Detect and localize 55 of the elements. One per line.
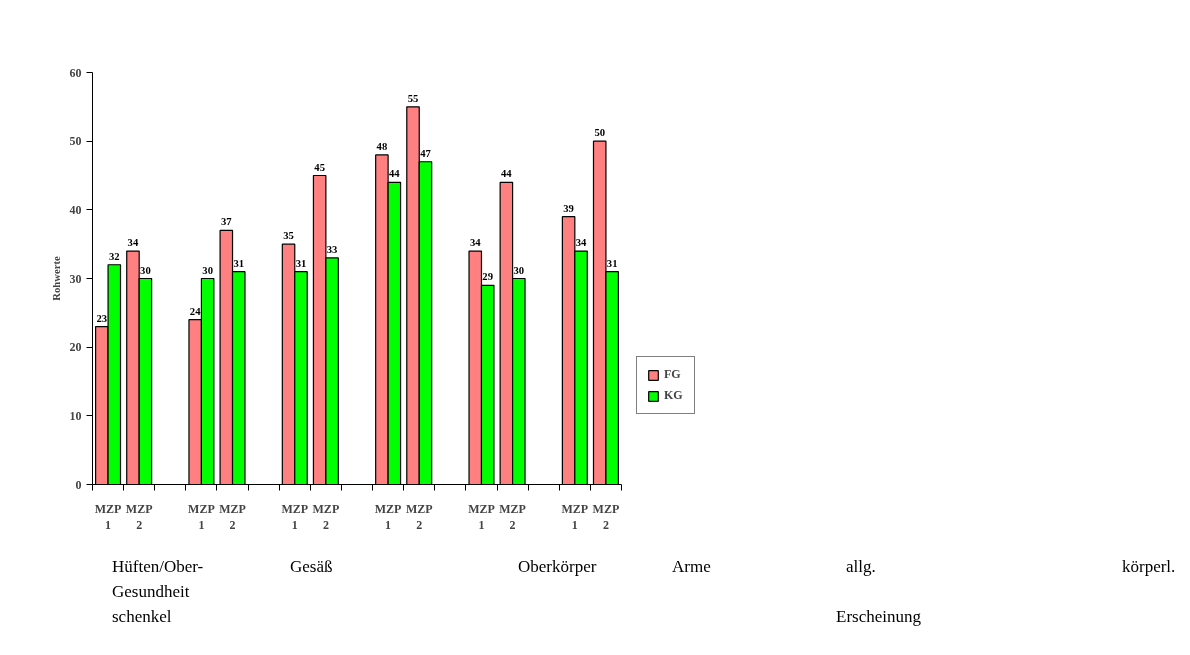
y-tick-label: 10	[69, 408, 82, 423]
data-label: 31	[606, 257, 618, 269]
data-label: 44	[501, 168, 513, 180]
data-label: 31	[233, 257, 245, 269]
data-label: 50	[594, 127, 606, 139]
text: Gesundheit	[112, 581, 190, 603]
y-tick-label: 30	[69, 271, 82, 286]
x-tick-label: MZP 2	[592, 501, 620, 533]
x-tick-label: MZP 1	[468, 501, 495, 533]
x-tick-label: MZP 1	[374, 501, 402, 533]
x-tick-label: MZP 2	[499, 501, 526, 533]
y-axis-title: Rohwerte	[50, 256, 62, 301]
legend-label: KG	[664, 388, 684, 403]
data-label: 45	[314, 161, 325, 173]
data-label: 37	[220, 216, 233, 228]
text: Oberkörper	[518, 556, 597, 578]
data-label: 31	[295, 257, 307, 269]
data-label: 44	[389, 168, 401, 180]
x-tick-label: MZP 1	[94, 501, 122, 533]
data-label: 33	[326, 243, 338, 255]
data-label: 48	[376, 140, 388, 152]
text: Gesäß	[290, 556, 333, 578]
legend-label: FG	[664, 367, 682, 382]
y-tick-label: 20	[69, 340, 82, 355]
text: Erscheinung	[836, 606, 921, 628]
data-label: 34	[575, 237, 588, 249]
y-tick-label: 0	[75, 477, 82, 492]
text: allg.	[846, 556, 876, 578]
y-tick-label: 50	[69, 134, 82, 149]
data-label: 35	[283, 230, 294, 242]
data-label: 34	[127, 237, 139, 249]
text: körperl.	[1122, 556, 1176, 578]
data-label: 29	[482, 271, 494, 283]
x-tick-label: MZP 2	[125, 501, 153, 533]
data-label: 47	[420, 147, 432, 159]
x-tick-label: MZP 2	[312, 501, 340, 533]
x-tick-label: MZP 1	[188, 501, 215, 533]
data-label: 30	[513, 264, 525, 276]
text: Hüften/Ober-	[112, 556, 204, 578]
data-label: 55	[407, 92, 419, 104]
x-tick-label: MZP 2	[405, 501, 433, 533]
data-label: 23	[96, 312, 108, 324]
data-label: 34	[469, 237, 482, 249]
data-label: 30	[140, 264, 151, 276]
data-label: 39	[563, 202, 574, 214]
text: schenkel	[112, 606, 172, 628]
text: Arme	[672, 556, 711, 578]
y-tick-label: 60	[69, 65, 82, 80]
x-tick-label: MZP 1	[281, 501, 309, 533]
data-label: 32	[108, 250, 120, 262]
data-label: 24	[189, 305, 202, 317]
data-label: 30	[202, 264, 213, 276]
y-tick-label: 40	[69, 202, 82, 217]
x-tick-label: MZP 1	[561, 501, 589, 533]
x-tick-label: MZP 2	[219, 501, 246, 533]
